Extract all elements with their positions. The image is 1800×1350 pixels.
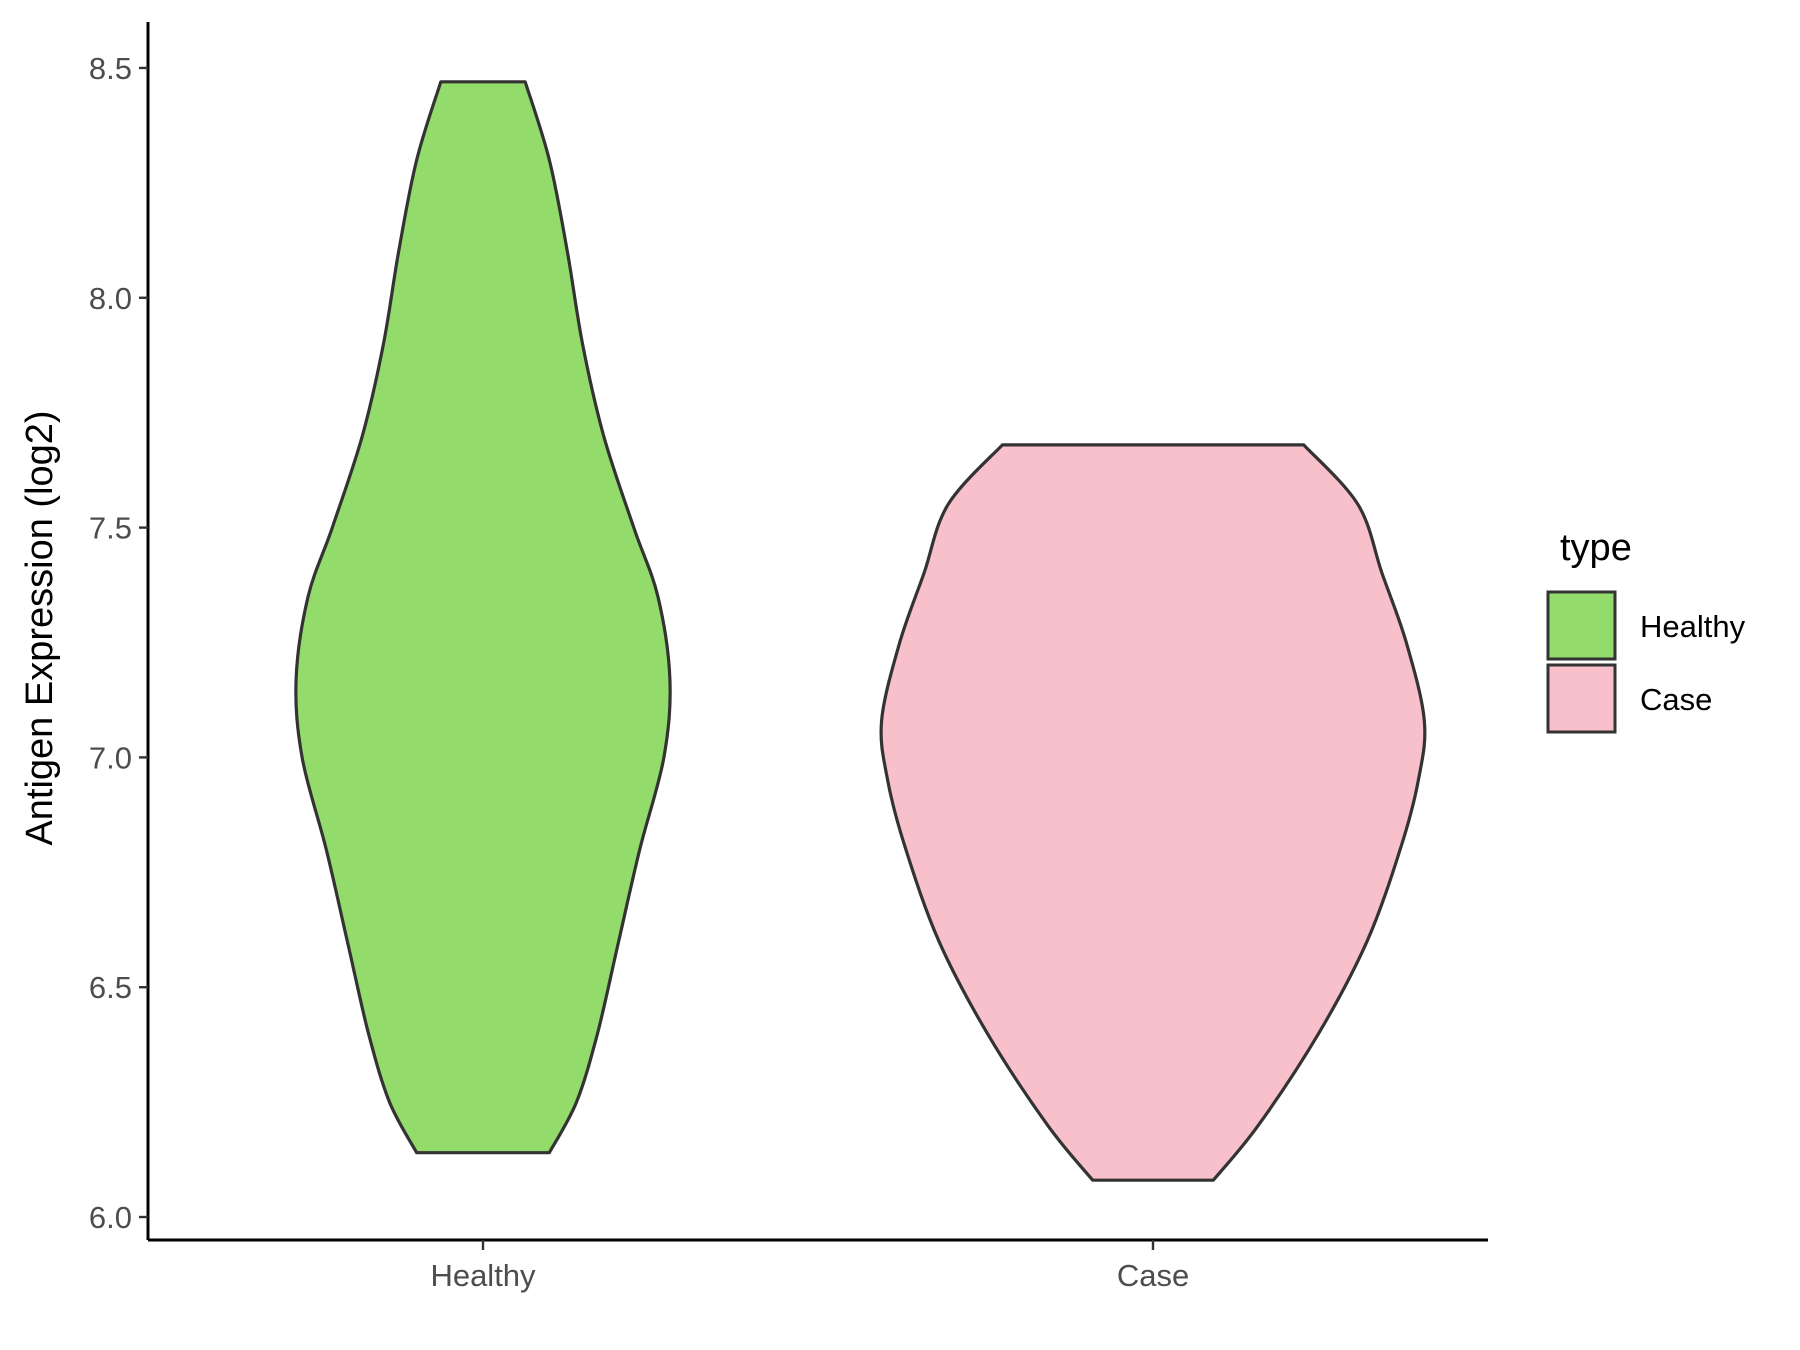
legend: type Healthy Case	[1546, 527, 1746, 734]
violin-layer	[294, 80, 1427, 1182]
violin-case	[879, 443, 1427, 1182]
y-tick-label: 6.0	[89, 1200, 132, 1235]
legend-key-case	[1546, 663, 1617, 734]
y-tick-label: 6.5	[89, 970, 132, 1005]
y-axis: 6.0 6.5 7.0 7.5 8.0 8.5	[89, 22, 150, 1240]
legend-key-healthy	[1546, 590, 1617, 661]
y-tick-label: 8.5	[89, 51, 132, 86]
y-tick-label: 8.0	[89, 281, 132, 316]
y-tick-label: 7.0	[89, 740, 132, 775]
legend-label: Case	[1640, 682, 1712, 717]
legend-label: Healthy	[1640, 609, 1746, 644]
x-tick-label: Case	[1117, 1258, 1189, 1293]
violin-healthy	[294, 80, 672, 1155]
y-tick-label: 7.5	[89, 511, 132, 546]
x-axis: Healthy Case	[148, 1238, 1488, 1293]
x-tick-label: Healthy	[430, 1258, 536, 1293]
y-axis-title: Antigen Expression (log2)	[19, 410, 61, 845]
legend-title: type	[1560, 527, 1632, 569]
